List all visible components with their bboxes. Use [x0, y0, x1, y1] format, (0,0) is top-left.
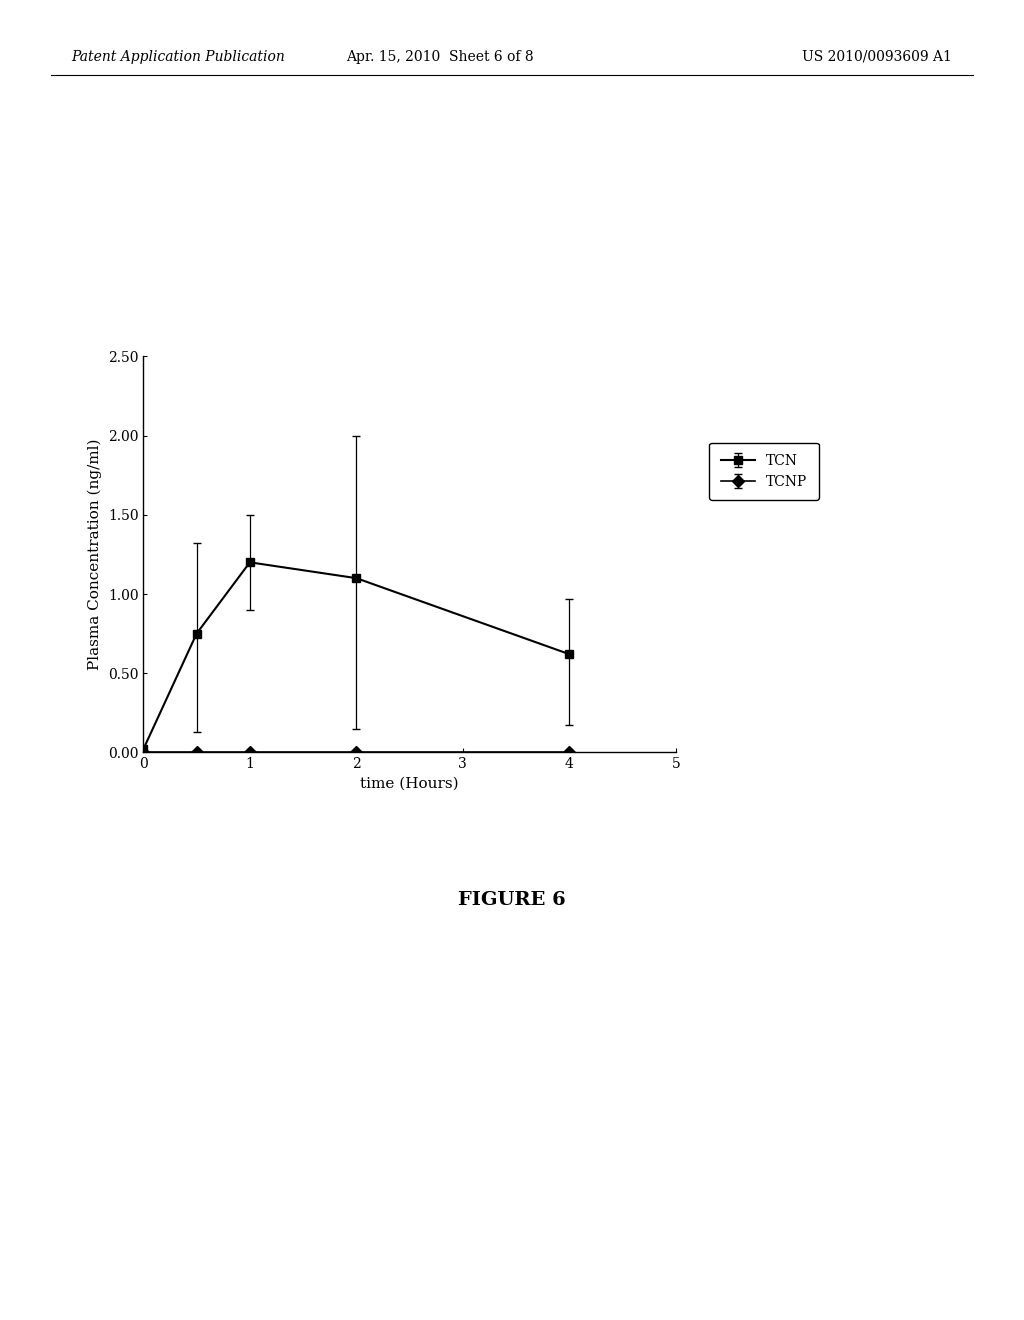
Y-axis label: Plasma Concentration (ng/ml): Plasma Concentration (ng/ml)	[88, 438, 102, 671]
X-axis label: time (Hours): time (Hours)	[360, 776, 459, 791]
Text: FIGURE 6: FIGURE 6	[458, 891, 566, 909]
Text: Apr. 15, 2010  Sheet 6 of 8: Apr. 15, 2010 Sheet 6 of 8	[346, 50, 535, 63]
Legend: TCN, TCNP: TCN, TCNP	[710, 442, 819, 500]
Text: US 2010/0093609 A1: US 2010/0093609 A1	[803, 50, 952, 63]
Text: Patent Application Publication: Patent Application Publication	[72, 50, 286, 63]
